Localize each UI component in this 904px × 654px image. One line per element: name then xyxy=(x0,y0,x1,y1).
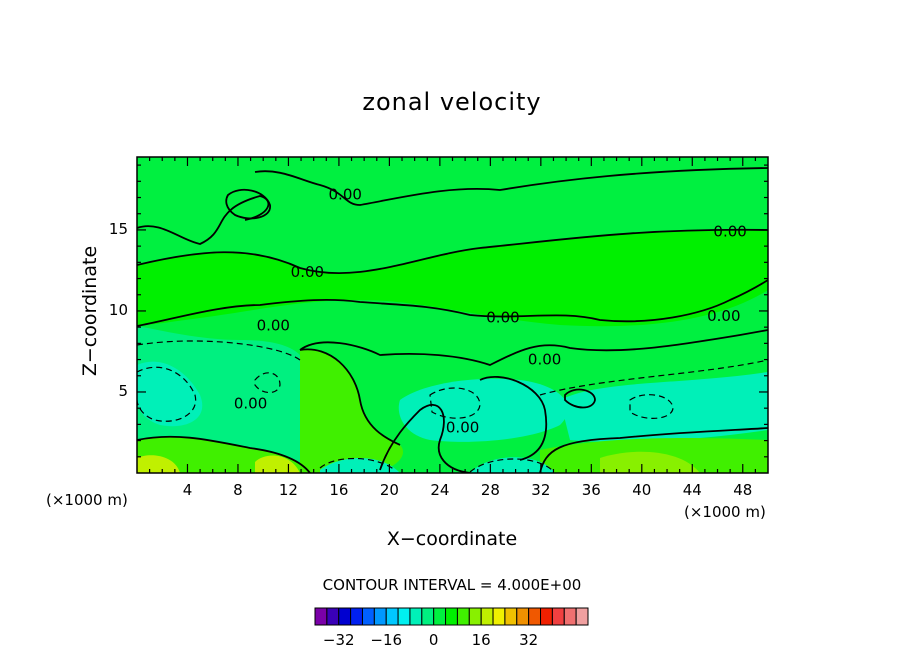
x-tick-label: 40 xyxy=(632,481,652,499)
contour-line-zero-wavy xyxy=(137,403,768,473)
colorbar-cell xyxy=(385,607,399,626)
colorbar-cell xyxy=(575,607,589,626)
contour-line-neg-3 xyxy=(429,387,481,419)
x-tick-label: 44 xyxy=(682,481,702,499)
colorbar-cell xyxy=(421,607,435,626)
contour-fill-layer xyxy=(137,229,768,473)
colorbar-tick-label: 0 xyxy=(428,631,439,649)
colorbar-cell xyxy=(445,607,458,626)
contour-region-cyan-left xyxy=(137,361,203,427)
contour-line-neg-2 xyxy=(137,366,197,422)
contour-line-zero-top xyxy=(254,167,768,206)
contour-line-bump-2 xyxy=(479,375,548,461)
contour-label: 0.00 xyxy=(329,185,362,203)
colorbar-cell xyxy=(516,607,530,626)
contour-label: 0.00 xyxy=(234,394,267,412)
colorbar-cell xyxy=(468,607,482,626)
colorbar-cell xyxy=(480,607,494,626)
x-tick-label: 24 xyxy=(430,481,450,499)
contour-label: 0.00 xyxy=(528,351,561,369)
x-tick-label: 36 xyxy=(581,481,601,499)
colorbar-tick-label: −16 xyxy=(370,631,403,649)
contour-line-neg-5 xyxy=(539,359,768,396)
contour-region-yellow-1 xyxy=(137,455,180,473)
contour-line-zero-mid xyxy=(137,279,768,327)
y-tick-label: 10 xyxy=(108,300,128,319)
colorbar-cell xyxy=(492,607,506,626)
x-tick-label: 48 xyxy=(733,481,753,499)
y-tick-label: 5 xyxy=(118,381,128,400)
contour-line-oval-1 xyxy=(564,388,596,409)
contour-line-neg-6 xyxy=(254,372,281,394)
colorbar-cell xyxy=(433,607,447,626)
contour-line-neg-8 xyxy=(469,458,553,473)
colorbar-cell xyxy=(551,607,565,626)
colorbar-tick-label: 32 xyxy=(519,631,539,649)
colorbar-cell xyxy=(326,607,340,626)
x-axis-label: X−coordinate xyxy=(386,528,518,550)
colorbar-cell xyxy=(504,607,518,626)
x-tick-label: 8 xyxy=(233,481,243,499)
colorbar-cells xyxy=(314,607,589,626)
colorbar-tick-label: −32 xyxy=(322,631,355,649)
contour-line-zero-lower xyxy=(299,329,768,366)
colorbar-cell xyxy=(373,607,387,626)
x-tick-label: 32 xyxy=(531,481,551,499)
contour-region-yellow-3 xyxy=(600,451,700,473)
x-unit-right: (×1000 m) xyxy=(684,503,766,521)
contour-region-cyan-right xyxy=(560,372,768,442)
x-tick-label: 28 xyxy=(480,481,500,499)
x-unit-left: (×1000 m) xyxy=(46,491,128,509)
contour-line-zero-upper xyxy=(137,195,768,275)
colorbar-cell xyxy=(540,607,553,626)
contour-region-cyan-mid xyxy=(398,378,568,442)
contour-lines xyxy=(137,167,768,473)
colorbar-cell xyxy=(338,607,352,626)
colorbar-cell xyxy=(350,607,363,626)
x-tick-label: 16 xyxy=(329,481,349,499)
chart-title: zonal velocity xyxy=(362,88,542,116)
contour-label: 0.00 xyxy=(257,317,290,335)
contour-lines-negative xyxy=(137,340,768,473)
y-tick-label: 15 xyxy=(108,219,128,238)
axis-ticks xyxy=(137,157,768,473)
contour-label: 0.00 xyxy=(291,263,324,281)
colorbar-cell xyxy=(397,607,411,626)
x-tick-label: 12 xyxy=(278,481,298,499)
contour-region-light-green-1 xyxy=(300,349,404,473)
contour-line-neg-1 xyxy=(137,340,301,361)
contour-label: 0.00 xyxy=(486,308,519,326)
contour-interval-label: CONTOUR INTERVAL = 4.000E+00 xyxy=(322,576,582,594)
colorbar-tick-label: 16 xyxy=(471,631,491,649)
colorbar-cell xyxy=(314,607,328,626)
contour-label: 0.00 xyxy=(446,419,479,437)
contour-label: 0.00 xyxy=(707,307,740,325)
colorbar-cell xyxy=(563,607,577,626)
contour-labels: 0.00 0.00 0.00 0.00 0.00 0.00 0.00 0.00 0.00 xyxy=(234,185,747,436)
x-tick-label: 4 xyxy=(182,481,193,499)
contour-label: 0.00 xyxy=(713,223,746,241)
x-tick-label: 20 xyxy=(379,481,399,499)
colorbar-cell xyxy=(361,607,375,626)
contour-line-neg-7 xyxy=(319,457,396,471)
colorbar-cell xyxy=(456,607,470,626)
contour-line-bump-1 xyxy=(299,348,401,446)
colorbar-cell xyxy=(409,607,423,626)
colorbar-cell xyxy=(528,607,542,626)
contour-line-oval-2 xyxy=(225,188,271,220)
